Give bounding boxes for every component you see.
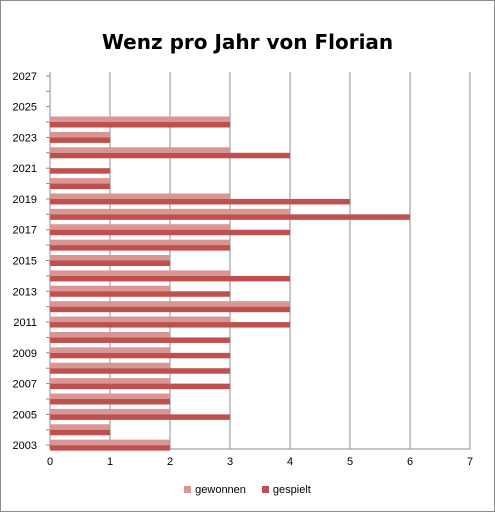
legend-item-gewonnen: gewonnen [184, 484, 246, 496]
y-tick-label: 2009 [13, 348, 37, 360]
bar-gewonnen-2016 [50, 239, 230, 246]
bar-gewonnen-2011 [50, 316, 230, 323]
x-tick-label: 5 [347, 456, 353, 468]
y-tick-label: 2005 [13, 409, 37, 421]
legend-label: gewonnen [195, 484, 246, 496]
x-tick-label: 4 [287, 456, 293, 468]
y-tick-label: 2023 [13, 132, 37, 144]
bar-gewonnen-2014 [50, 270, 230, 276]
bar-gewonnen-2012 [50, 301, 290, 307]
y-tick-label: 2027 [13, 71, 37, 83]
bar-gespielt-2003 [50, 445, 170, 451]
bar-gespielt-2006 [50, 398, 170, 405]
y-tick-label: 2013 [13, 286, 37, 298]
y-tick-label: 2017 [13, 225, 37, 237]
bar-gespielt-2021 [50, 168, 110, 174]
bar-gewonnen-2009 [50, 347, 170, 353]
bar-gewonnen-2003 [50, 439, 170, 446]
bar-gespielt-2015 [50, 260, 170, 266]
bar-gespielt-2004 [50, 429, 110, 436]
legend: gewonnen gespielt [0, 484, 495, 496]
bar-gewonnen-2024 [50, 116, 230, 123]
x-tick-label: 1 [107, 456, 113, 468]
x-tick-label: 2 [167, 456, 173, 468]
x-tick-label: 3 [227, 456, 233, 468]
bar-gewonnen-2007 [50, 378, 170, 384]
bar-gewonnen-2010 [50, 331, 170, 338]
legend-item-gespielt: gespielt [261, 484, 311, 496]
bar-gespielt-2022 [50, 152, 290, 159]
legend-swatch [261, 485, 269, 493]
bar-gewonnen-2020 [50, 178, 110, 184]
bar-gespielt-2007 [50, 383, 230, 390]
chart-title: Wenz pro Jahr von Florian [101, 30, 394, 54]
bar-gespielt-2008 [50, 368, 230, 374]
bar-gespielt-2017 [50, 229, 290, 236]
bar-gewonnen-2015 [50, 255, 170, 261]
bar-gespielt-2018 [50, 214, 410, 220]
bar-gewonnen-2022 [50, 147, 230, 153]
x-tick-label: 7 [467, 456, 473, 468]
bar-gewonnen-2023 [50, 131, 110, 138]
bar-gespielt-2005 [50, 414, 230, 420]
x-tick-label: 0 [47, 456, 53, 468]
bar-gespielt-2013 [50, 291, 230, 297]
legend-label: gespielt [272, 484, 311, 496]
bar-gespielt-2019 [50, 198, 350, 205]
bar-gespielt-2023 [50, 137, 110, 143]
bar-gespielt-2016 [50, 245, 230, 251]
bar-gewonnen-2004 [50, 424, 110, 430]
y-tick-label: 2025 [13, 102, 37, 114]
bar-gespielt-2009 [50, 352, 230, 359]
bar-gespielt-2010 [50, 337, 230, 343]
bar-gewonnen-2008 [50, 362, 170, 369]
y-tick-label: 2007 [13, 379, 37, 391]
y-tick-label: 2021 [13, 163, 37, 175]
bar-gewonnen-2019 [50, 193, 230, 199]
x-tick-label: 6 [407, 456, 413, 468]
y-tick-label: 2015 [13, 256, 37, 268]
bar-gewonnen-2005 [50, 408, 170, 415]
bar-gespielt-2020 [50, 183, 110, 190]
bar-gewonnen-2013 [50, 285, 170, 292]
bar-gespielt-2014 [50, 275, 290, 282]
bar-gespielt-2011 [50, 322, 290, 328]
bar-gewonnen-2006 [50, 393, 170, 399]
y-tick-label: 2003 [13, 440, 37, 452]
y-tick-label: 2011 [13, 317, 37, 329]
bar-gewonnen-2018 [50, 208, 290, 215]
bar-gewonnen-2017 [50, 224, 230, 230]
bar-gespielt-2012 [50, 306, 290, 313]
y-tick-label: 2019 [13, 194, 37, 206]
legend-swatch [184, 485, 192, 493]
bar-gespielt-2024 [50, 122, 230, 128]
